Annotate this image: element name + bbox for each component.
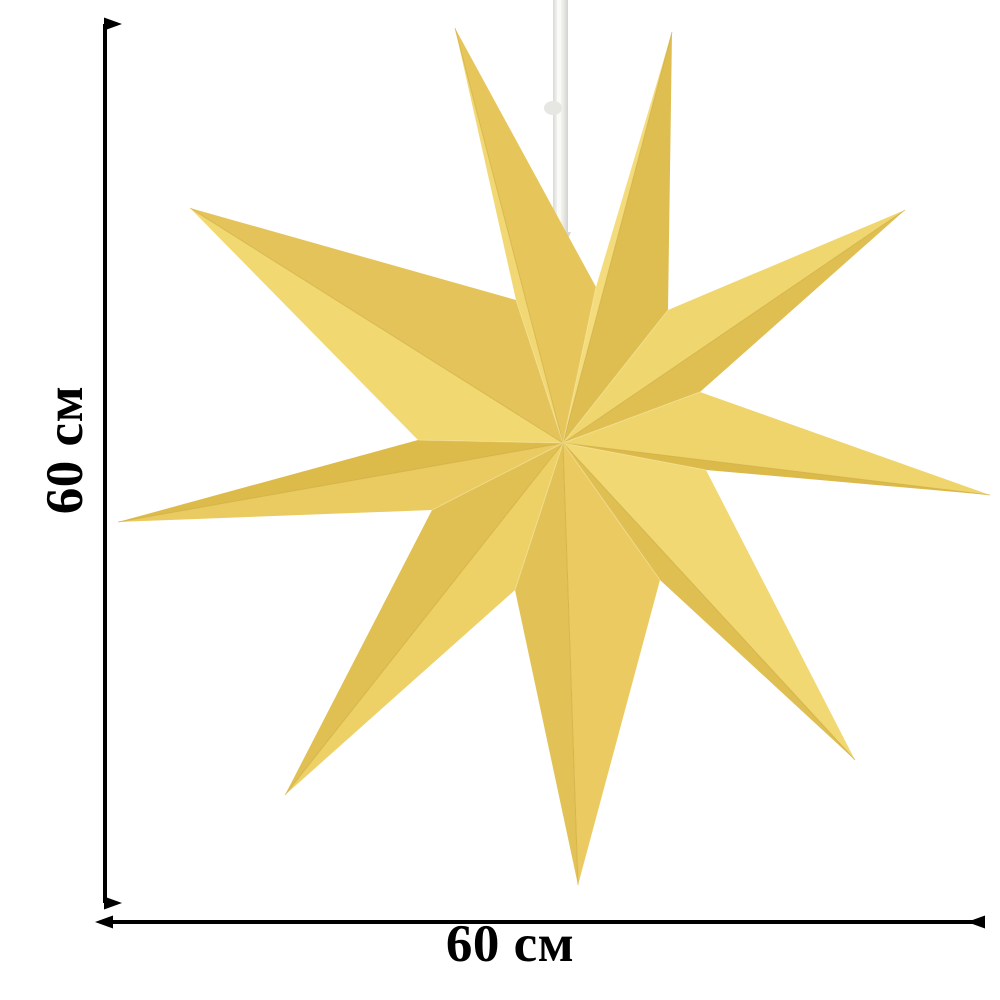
paper-star [117, 27, 991, 886]
dimension-annotations [95, 17, 985, 929]
width-dimension-label: 60 см [445, 915, 575, 973]
height-dimension-label: 60 см [35, 385, 94, 515]
